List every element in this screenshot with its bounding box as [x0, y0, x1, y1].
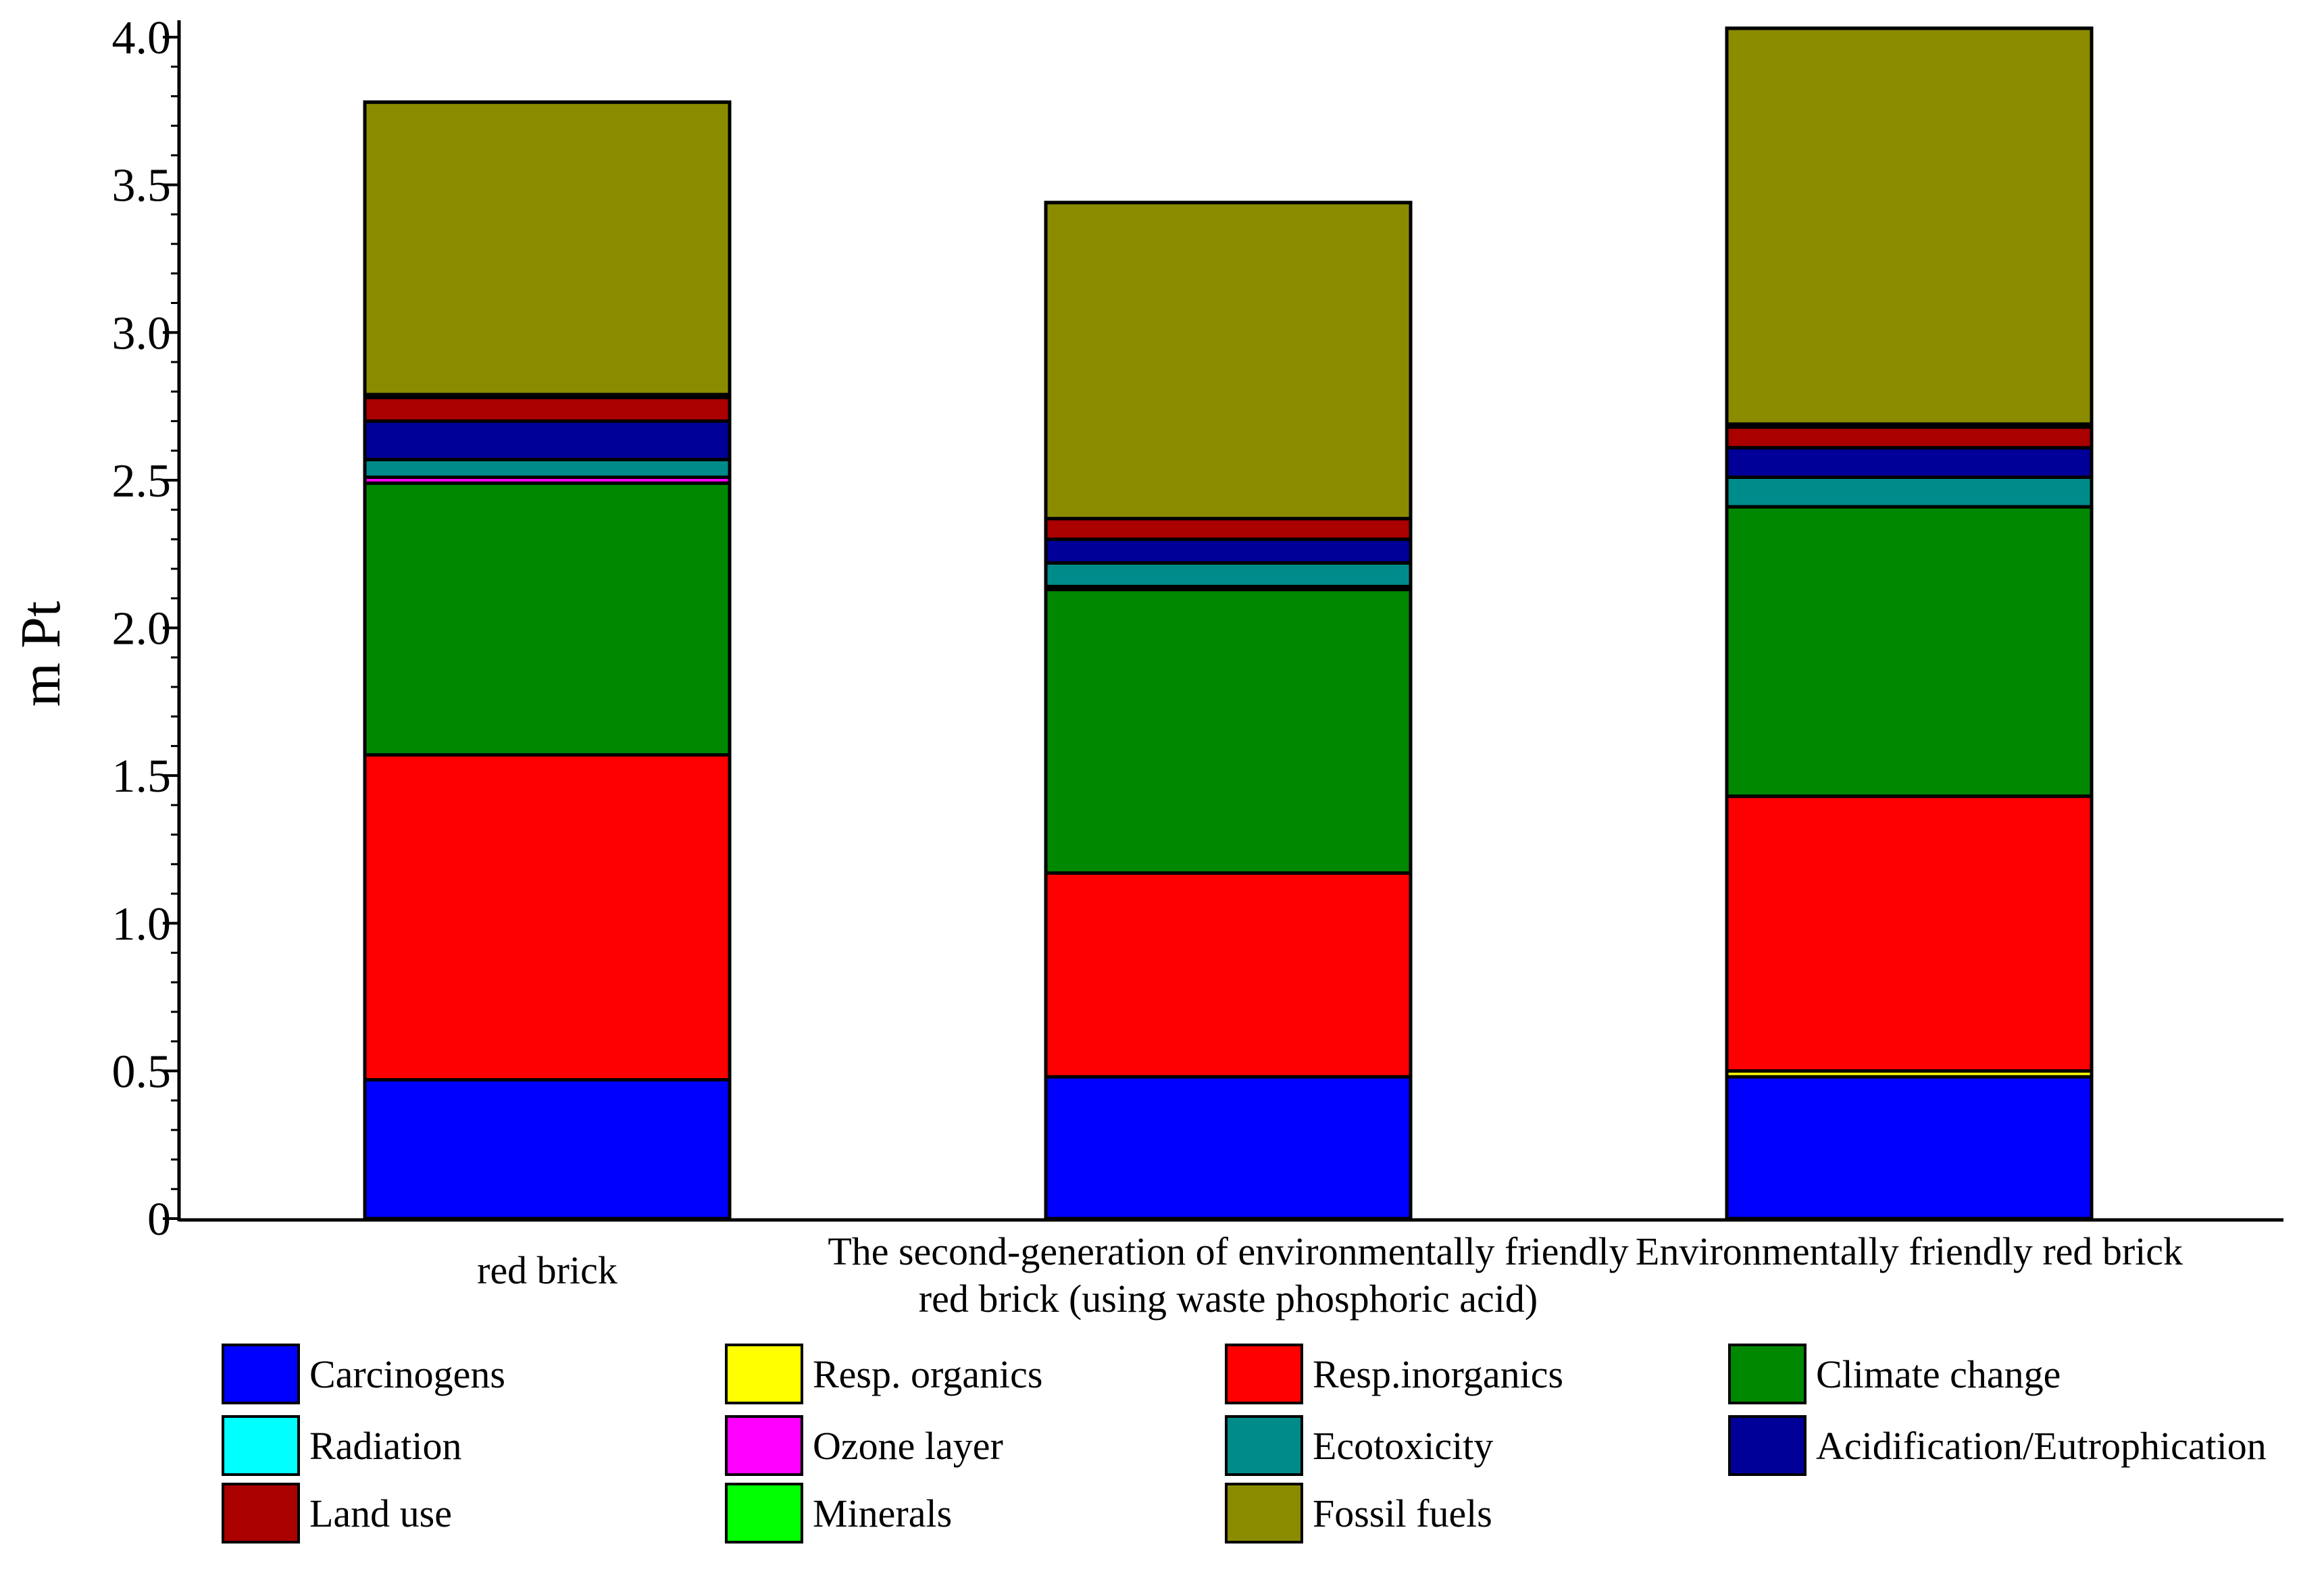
- bar-segment-climate-change: [1725, 505, 2094, 798]
- category-label-line: The second-generation of environmentally…: [828, 1229, 1628, 1273]
- legend-label: Radiation: [309, 1424, 462, 1468]
- bar-group-3: [1725, 26, 2094, 1221]
- category-label-line: red brick: [477, 1248, 617, 1292]
- category-label-line: red brick (using waste phosphoric acid): [919, 1277, 1538, 1321]
- legend-label: Acidification/Eutrophication: [1816, 1424, 2267, 1468]
- legend-item-radiation: Radiation: [222, 1415, 462, 1476]
- legend-label: Resp.inorganics: [1313, 1352, 1563, 1396]
- x-category-label-3: Environmentally friendly red brick: [1636, 1229, 2183, 1273]
- y-axis-title: m Pt: [9, 601, 72, 707]
- legend-swatch: [222, 1415, 300, 1476]
- bar-segment-resp-inorganics: [1725, 794, 2094, 1073]
- x-category-label-1: red brick: [477, 1248, 617, 1292]
- legend-label: Ozone layer: [813, 1424, 1003, 1468]
- bar-segment-carcinogens: [1044, 1075, 1413, 1221]
- legend-item-climate-change: Climate change: [1728, 1344, 2061, 1404]
- legend-item-land-use: Land use: [222, 1483, 452, 1543]
- legend-swatch: [1225, 1415, 1303, 1476]
- y-tick-label: 4.0: [112, 12, 172, 64]
- y-tick-label: 3.0: [112, 307, 172, 359]
- legend-label: Land use: [309, 1491, 452, 1535]
- bar-segment-acidification-eutrophication: [363, 419, 732, 461]
- bar-segment-fossil-fuels: [1725, 26, 2094, 426]
- legend-swatch: [222, 1344, 300, 1404]
- bar-group-1: [363, 100, 732, 1221]
- legend-item-acidification-eutrophication: Acidification/Eutrophication: [1728, 1415, 2267, 1476]
- bar-segment-climate-change: [363, 481, 732, 757]
- y-tick-label: 0.5: [112, 1046, 172, 1098]
- legend-item-minerals: Minerals: [725, 1483, 952, 1543]
- axes-layer: 0 0.5 1.0 1.5 2.0 2.5 3.0 3.5 4.0: [112, 12, 2283, 1246]
- category-label-line: Environmentally friendly red brick: [1636, 1229, 2183, 1273]
- y-tick-label: 0: [147, 1194, 171, 1246]
- bar-segment-ecotoxicity: [1725, 476, 2094, 509]
- bar-segment-fossil-fuels: [363, 100, 732, 397]
- bar-segment-climate-change: [1044, 588, 1413, 875]
- bars-layer: [363, 26, 2094, 1221]
- legend-label: Minerals: [813, 1491, 952, 1535]
- legend-item-ozone-layer: Ozone layer: [725, 1415, 1003, 1476]
- y-tick-label: 3.5: [112, 160, 172, 212]
- y-tick-label: 1.0: [112, 898, 172, 950]
- bar-group-2: [1044, 201, 1413, 1221]
- legend-item-resp-organics: Resp. organics: [725, 1344, 1042, 1404]
- bar-segment-resp-inorganics: [1044, 871, 1413, 1079]
- legend-swatch: [1728, 1415, 1807, 1476]
- bar-segment-carcinogens: [363, 1077, 732, 1221]
- legend-item-carcinogens: Carcinogens: [222, 1344, 505, 1404]
- legend-label: Carcinogens: [309, 1352, 505, 1396]
- bar-segment-carcinogens: [1725, 1075, 2094, 1221]
- bar-segment-land-use: [1725, 425, 2094, 450]
- x-category-label-2: The second-generation of environmentally…: [828, 1229, 1628, 1321]
- legend-item-resp-inorganics: Resp.inorganics: [1225, 1344, 1563, 1404]
- legend-swatch: [1225, 1483, 1303, 1543]
- legend-label: Fossil fuels: [1313, 1491, 1492, 1535]
- legend-swatch: [725, 1483, 803, 1543]
- legend-item-ecotoxicity: Ecotoxicity: [1225, 1415, 1493, 1476]
- bar-segment-land-use: [363, 395, 732, 423]
- legend-swatch: [725, 1344, 803, 1404]
- bar-segment-ecotoxicity: [363, 457, 732, 480]
- bar-segment-acidification-eutrophication: [1044, 537, 1413, 565]
- bar-segment-ecotoxicity: [1044, 561, 1413, 588]
- legend: Carcinogens Resp. organics Resp.inorganics…: [222, 1344, 2267, 1543]
- category-labels: red brick The second-generation of enviro…: [477, 1229, 2183, 1321]
- y-tick-label: 1.5: [112, 750, 172, 802]
- legend-swatch: [1225, 1344, 1303, 1404]
- legend-label: Ecotoxicity: [1313, 1424, 1493, 1468]
- legend-swatch: [725, 1415, 803, 1476]
- legend-swatch: [1728, 1344, 1807, 1404]
- y-tick-label: 2.0: [112, 603, 172, 655]
- legend-label: Climate change: [1816, 1352, 2061, 1396]
- legend-label: Resp. organics: [813, 1352, 1042, 1396]
- bar-segment-resp-inorganics: [363, 753, 732, 1081]
- bar-segment-land-use: [1044, 517, 1413, 541]
- legend-swatch: [222, 1483, 300, 1543]
- legend-item-fossil-fuels: Fossil fuels: [1225, 1483, 1492, 1543]
- y-tick-label: 2.5: [112, 455, 172, 507]
- bar-segment-acidification-eutrophication: [1725, 446, 2094, 480]
- bar-segment-fossil-fuels: [1044, 201, 1413, 521]
